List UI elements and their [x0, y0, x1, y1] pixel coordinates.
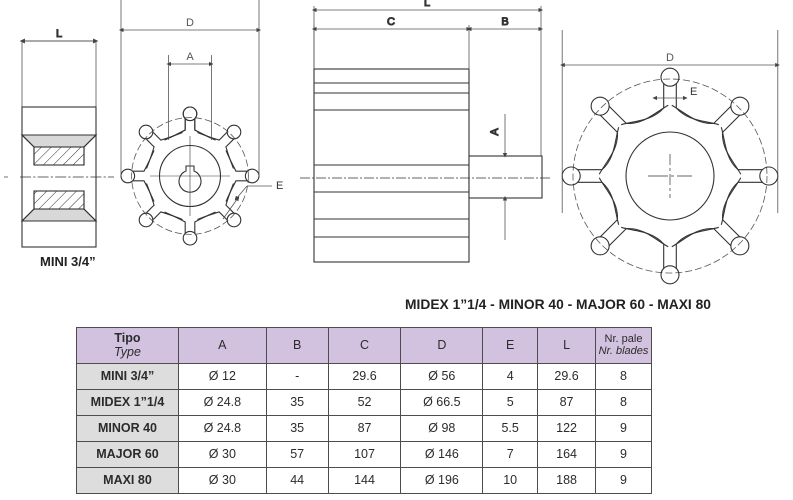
svg-text:D: D [666, 52, 674, 64]
svg-text:L: L [424, 0, 430, 9]
svg-text:MINI 3/4”: MINI 3/4” [40, 254, 96, 269]
svg-text:C: C [387, 16, 395, 28]
svg-text:E: E [276, 180, 283, 192]
svg-text:MIDEX 1”1/4 - MINOR 40 - MAJOR: MIDEX 1”1/4 - MINOR 40 - MAJOR 60 - MAXI… [405, 297, 711, 312]
svg-text:B: B [501, 16, 508, 28]
svg-text:D: D [186, 17, 194, 29]
svg-text:E: E [690, 86, 697, 98]
svg-text:A: A [489, 128, 501, 136]
svg-text:L: L [56, 28, 62, 40]
svg-text:A: A [186, 51, 194, 63]
